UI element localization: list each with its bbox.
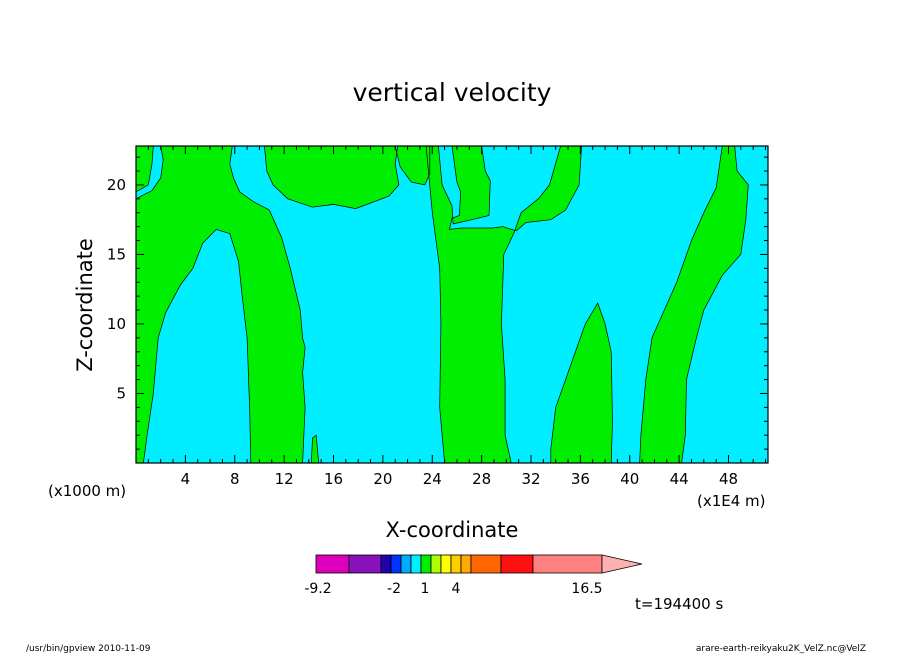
plot-frame [135, 145, 769, 464]
footer-left: /usr/bin/gpview 2010-11-09 [26, 644, 151, 654]
colorbar-segment [430, 554, 442, 574]
positive-regions [136, 146, 749, 463]
x-tick-label: 4 [181, 470, 191, 488]
positive-region-4 [264, 146, 749, 463]
y-units-label: (x1E4 m) [697, 492, 766, 510]
colorbar-tick-label: 4 [452, 581, 461, 597]
colorbar-extend-arrow [601, 554, 643, 574]
colorbar-segment [440, 554, 452, 574]
x-tick-label: 36 [571, 470, 590, 488]
x-axis: 4 8 12 16 20 24 28 32 36 40 44 48 [147, 146, 767, 488]
x-tick-label: 40 [620, 470, 639, 488]
x-tick-label: 12 [275, 470, 294, 488]
positive-region-2 [136, 146, 306, 463]
colorbar-segment [450, 554, 462, 574]
x-tick-label: 8 [230, 470, 240, 488]
x-tick-label: 48 [719, 470, 738, 488]
colorbar-segment [420, 554, 432, 574]
footer-right: arare-earth-reikyaku2K_VelZ.nc@VelZ [696, 644, 866, 654]
colorbar-segment [410, 554, 422, 574]
colorbar: -9.2 -2 1 4 16.5 [304, 554, 643, 597]
colorbar-segment [390, 554, 402, 574]
y-tick-label: 10 [107, 315, 126, 333]
x-units-label: (x1000 m) [48, 482, 126, 500]
x-tick-label: 16 [324, 470, 343, 488]
colorbar-tick-label: -2 [387, 581, 401, 597]
positive-region-5 [550, 302, 613, 463]
colorbar-segment [460, 554, 472, 574]
x-tick-label: 32 [521, 470, 540, 488]
colorbar-segment [532, 554, 603, 574]
x-tick-label: 24 [423, 470, 442, 488]
colorbar-segment [315, 554, 350, 574]
time-label: t=194400 s [635, 595, 723, 613]
y-tick-label: 20 [107, 176, 126, 194]
colorbar-segment [380, 554, 392, 574]
x-tick-label: 20 [373, 470, 392, 488]
positive-region-1 [136, 146, 154, 193]
y-axis: 5 10 15 20 [107, 156, 768, 450]
y-axis-label: Z-coordinate [73, 238, 97, 372]
colorbar-segment [348, 554, 382, 574]
x-tick-label: 28 [472, 470, 491, 488]
colorbar-segment [500, 554, 534, 574]
colorbar-tick-label: 16.5 [571, 581, 602, 597]
y-tick-label: 15 [107, 245, 126, 263]
y-tick-label: 5 [116, 384, 126, 402]
positive-region-3 [310, 434, 320, 463]
colorbar-segment [400, 554, 412, 574]
colorbar-segment [470, 554, 502, 574]
x-axis-label: X-coordinate [386, 518, 519, 542]
chart-title: vertical velocity [353, 78, 552, 107]
colorbar-tick-label: -9.2 [304, 581, 331, 597]
colorbar-tick-label: 1 [421, 581, 430, 597]
x-tick-label: 44 [670, 470, 689, 488]
